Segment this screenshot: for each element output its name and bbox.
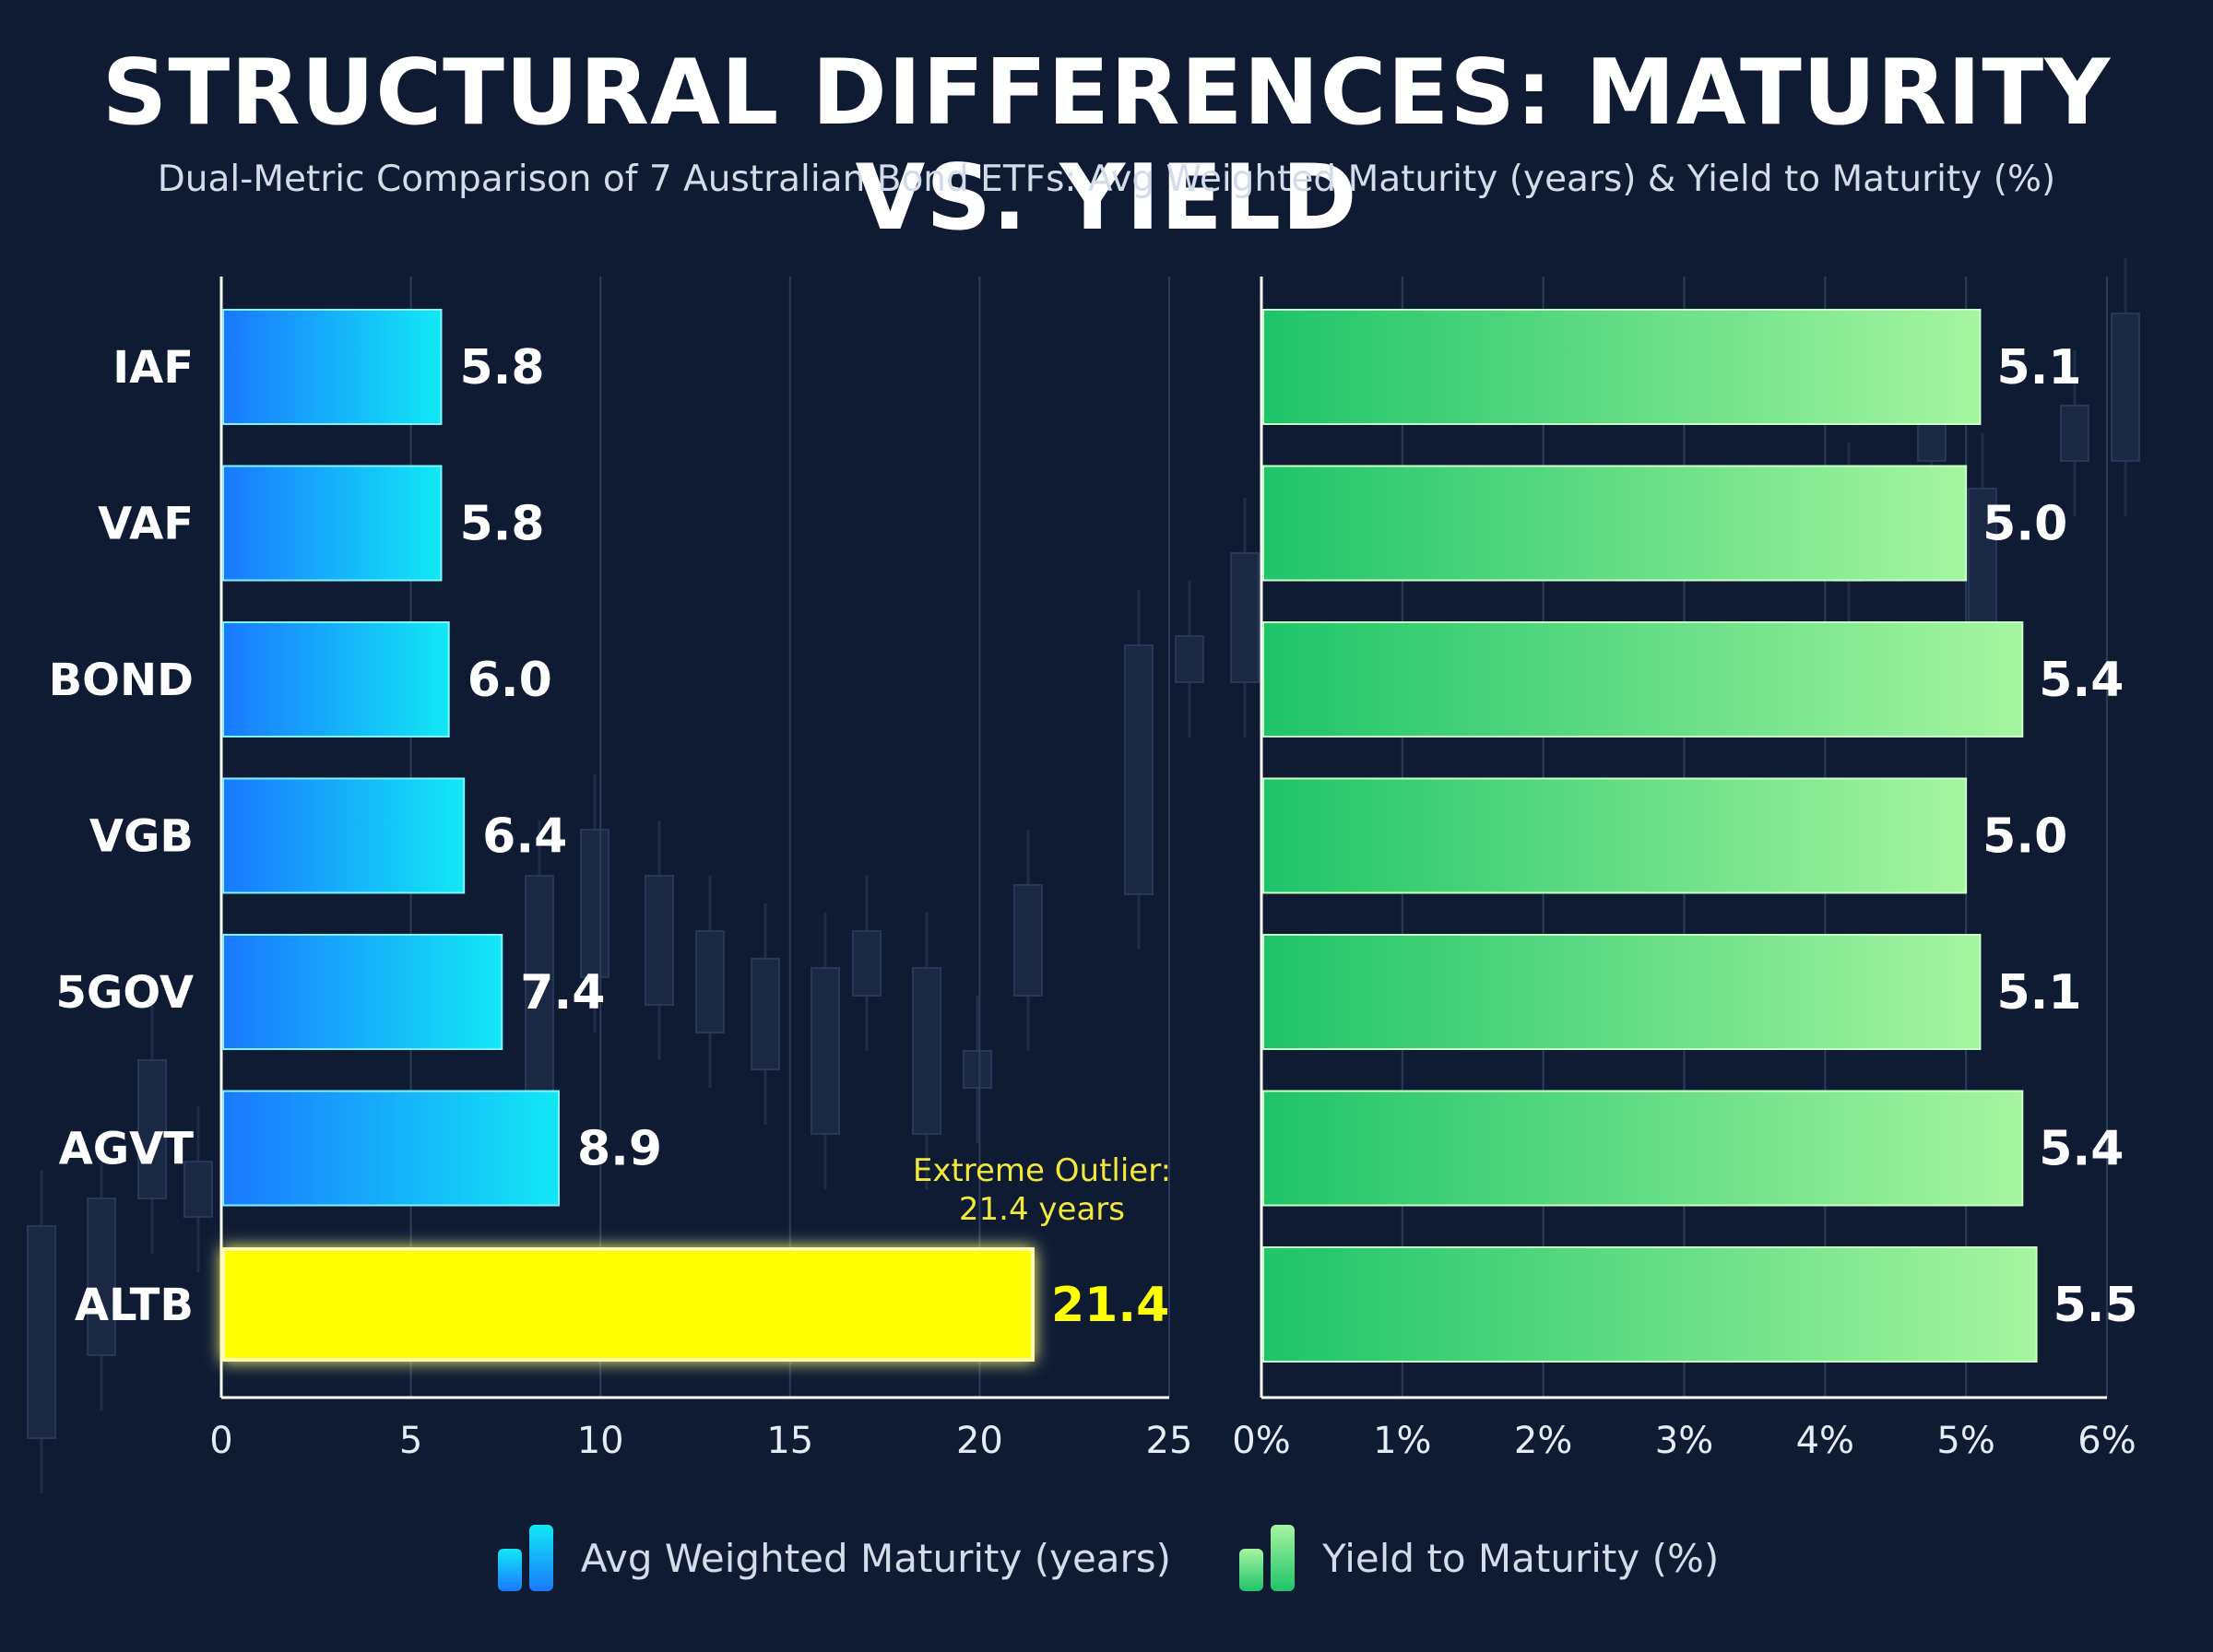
- x-tick-label-maturity: 0: [209, 1420, 232, 1462]
- bar-maturity: [222, 621, 450, 738]
- chart-title: STRUCTURAL DIFFERENCES: MATURITY VS. YIE…: [101, 41, 2112, 251]
- bar-maturity: [222, 1090, 560, 1207]
- x-tick-label-maturity: 15: [766, 1420, 813, 1462]
- bar-yield: [1262, 934, 1982, 1050]
- outlier-annotation-line1: Extreme Outlier:: [913, 1152, 1171, 1189]
- bar-yield: [1262, 465, 1968, 582]
- bar-maturity: [222, 777, 466, 894]
- data-label-yield: 5.0: [1982, 497, 2067, 552]
- data-label-maturity: 21.4: [1051, 1278, 1169, 1333]
- legend-item-yield: Yield to Maturity (%): [1236, 1521, 1719, 1595]
- category-label: IAF: [112, 342, 194, 394]
- data-label-maturity: 5.8: [459, 340, 544, 395]
- outlier-annotation-line2: 21.4 years: [959, 1191, 1125, 1228]
- data-label-yield: 5.1: [1996, 965, 2081, 1021]
- category-label: 5GOV: [56, 967, 194, 1019]
- x-tick-label-maturity: 10: [577, 1420, 624, 1462]
- x-tick-label-maturity: 25: [1146, 1420, 1193, 1462]
- data-label-yield: 5.0: [1982, 809, 2067, 865]
- bar-yield: [1262, 309, 1982, 425]
- data-label-maturity: 6.0: [467, 653, 552, 708]
- category-label: VGB: [89, 811, 194, 863]
- x-tick-label-yield: 1%: [1373, 1420, 1431, 1462]
- legend-label-yield: Yield to Maturity (%): [1322, 1535, 1720, 1581]
- x-tick-label-yield: 5%: [1936, 1420, 1994, 1462]
- category-label: ALTB: [75, 1280, 194, 1331]
- data-label-maturity: 7.4: [520, 965, 605, 1021]
- data-label-yield: 5.4: [2039, 653, 2124, 708]
- x-tick-label-maturity: 20: [956, 1420, 1003, 1462]
- x-tick-label-yield: 4%: [1796, 1420, 1854, 1462]
- data-label-yield: 5.5: [2053, 1278, 2138, 1333]
- bar-chart-icon: [1239, 1525, 1296, 1591]
- x-tick-label-yield: 2%: [1514, 1420, 1572, 1462]
- category-label: AGVT: [59, 1124, 195, 1175]
- bar-maturity: [222, 309, 443, 425]
- x-tick-label-maturity: 5: [399, 1420, 422, 1462]
- bar-maturity: [222, 465, 443, 582]
- data-label-maturity: 5.8: [459, 497, 544, 552]
- category-label: BOND: [49, 655, 194, 706]
- bar-yield: [1262, 1246, 2038, 1363]
- category-label: VAF: [98, 499, 194, 550]
- chart-legend: Avg Weighted Maturity (years) Yield to M…: [0, 1521, 2213, 1595]
- data-label-yield: 5.1: [1996, 340, 2081, 395]
- bar-maturity-highlight: [221, 1247, 1035, 1362]
- bar-yield: [1262, 621, 2024, 738]
- x-tick-label-yield: 0%: [1232, 1420, 1290, 1462]
- x-tick-label-yield: 6%: [2077, 1420, 2136, 1462]
- legend-item-maturity: Avg Weighted Maturity (years): [494, 1521, 1171, 1595]
- bar-chart-icon: [497, 1525, 553, 1591]
- chart-subtitle: Dual-Metric Comparison of 7 Australian B…: [157, 159, 2056, 200]
- data-label-yield: 5.4: [2039, 1122, 2124, 1177]
- data-label-maturity: 6.4: [482, 809, 567, 865]
- data-label-maturity: 8.9: [577, 1122, 662, 1177]
- bar-yield: [1262, 1090, 2024, 1207]
- legend-label-maturity: Avg Weighted Maturity (years): [580, 1535, 1172, 1581]
- bar-yield: [1262, 777, 1968, 894]
- x-tick-label-yield: 3%: [1655, 1420, 1713, 1462]
- bar-maturity: [222, 934, 503, 1050]
